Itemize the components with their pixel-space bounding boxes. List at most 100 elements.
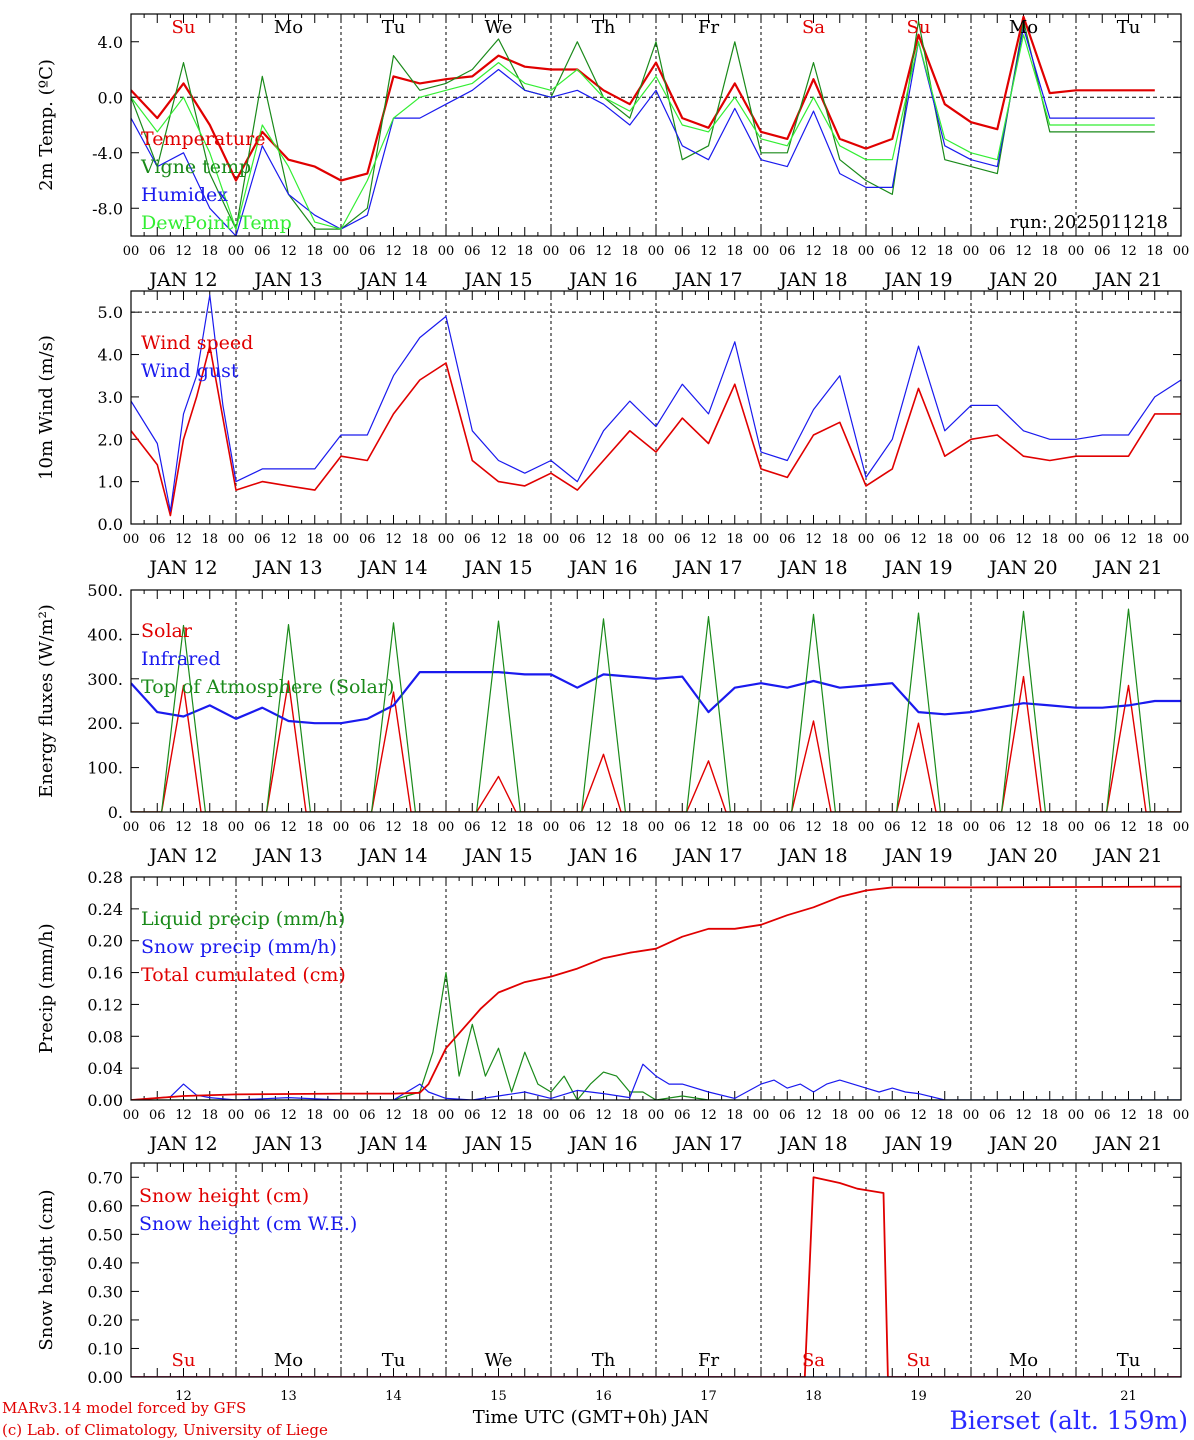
hour-label: 00 [1173,532,1190,547]
hour-label: 12 [595,1108,612,1123]
date-label: JAN 16 [567,269,637,291]
date-label: JAN 15 [462,557,532,579]
hour-label: 18 [1146,244,1163,259]
hour-label: 00 [123,820,140,835]
date-label: JAN 20 [987,845,1057,867]
hour-label: 00 [333,244,350,259]
hour-label: 12 [700,532,717,547]
date-label: JAN 20 [987,269,1057,291]
weekday-label: Mo [274,1350,303,1371]
panel-3: 500. 400. 300. 200. 100. 0. Energy fluxes (W/m… [36,581,1189,867]
series-line-snow-precip-mm-h- [131,1063,1181,1100]
hour-label: 00 [543,1108,560,1123]
hour-label: 00 [438,1108,455,1123]
hour-label: 00 [438,532,455,547]
date-label: JAN 14 [357,1133,427,1155]
weekday-label: Tu [1117,17,1141,38]
hour-label: 18 [411,532,428,547]
hour-label: 18 [201,532,218,547]
panel-4: 0.28 0.24 0.20 0.16 0.12 0.08 0.04 0.00 Precip (… [36,868,1189,1155]
hour-label: 00 [123,244,140,259]
legend-entry: Infrared [141,648,221,670]
y-tick-label: 0.10 [87,1339,123,1358]
y-tick-label: 0.16 [87,964,123,983]
panel-5: 0.70 0.60 0.50 0.40 0.30 0.20 0.10 0.00 Snow hei… [36,1162,1182,1404]
y-tick-label: 0.0 [98,88,123,107]
weekday-label: We [485,17,513,38]
date-label: JAN 14 [357,845,427,867]
legend-entry: Temperature [141,128,265,150]
series-line-solar [131,675,1181,812]
hour-label: 00 [1068,244,1085,259]
weekday-label: Th [592,17,616,38]
hour-label: 00 [753,532,770,547]
hour-label: 12 [700,820,717,835]
footer-credit: (c) Lab. of Climatology, University of L… [2,1421,328,1439]
hour-label: 12 [490,244,507,259]
y-tick-label: 5.0 [98,303,123,322]
hour-label: 12 [280,532,297,547]
hour-label: 06 [254,244,271,259]
hour-label: 06 [674,532,691,547]
date-label: JAN 17 [672,1133,742,1155]
hour-label: 18 [1041,1108,1058,1123]
weekday-label: Fr [698,17,719,38]
hour-label: 00 [963,244,980,259]
hour-label: 12 [805,820,822,835]
hour-label: 18 [201,820,218,835]
day-number: 20 [1015,1389,1032,1404]
y-tick-label: 0. [108,803,123,822]
y-axis-label: Snow height (cm) [36,1189,57,1350]
day-number: 17 [700,1389,717,1404]
legend-entry: Total cumulated (cm) [141,964,346,986]
panel-1: 4.0 0.0 -4.0 -8.0 2m Temp. (ºC) Temperature Vi… [36,13,1189,291]
hour-label: 06 [569,1108,586,1123]
y-tick-label: -8.0 [92,199,123,218]
y-tick-label: 0.40 [87,1254,123,1273]
plot-frame [130,876,1182,1101]
hour-label: 00 [1068,1108,1085,1123]
date-label: JAN 21 [1092,1133,1162,1155]
hour-label: 06 [1094,820,1111,835]
hour-label: 00 [648,244,665,259]
hour-label: 18 [621,1108,638,1123]
plot-frame [130,589,1182,813]
y-tick-label: 0.00 [87,1368,123,1387]
hour-label: 06 [884,532,901,547]
hour-label: 18 [936,1108,953,1123]
hour-label: 06 [359,244,376,259]
series-line-total-cumulated-cm- [131,885,1181,1100]
hour-label: 06 [779,244,796,259]
y-tick-label: 0.0 [98,515,123,534]
hour-label: 06 [1094,532,1111,547]
hour-label: 00 [543,532,560,547]
day-number: 12 [175,1389,192,1404]
hour-label: 12 [1015,532,1032,547]
date-label: JAN 15 [462,269,532,291]
hour-label: 00 [123,532,140,547]
hour-label: 00 [543,244,560,259]
date-label: JAN 18 [777,1133,847,1155]
y-tick-label: 300. [87,670,123,689]
hour-label: 18 [1146,820,1163,835]
legend-entry: DewPoint Temp [141,212,292,234]
hour-label: 00 [753,244,770,259]
y-tick-label: 0.20 [87,1311,123,1330]
date-label: JAN 21 [1092,269,1162,291]
hour-label: 18 [411,1108,428,1123]
date-label: JAN 20 [987,557,1057,579]
y-axis-label: Energy fluxes (W/m²) [36,604,57,798]
date-label: JAN 20 [987,1133,1057,1155]
hour-label: 12 [280,1108,297,1123]
y-tick-label: 0.20 [87,932,123,951]
y-axis-label: Precip (mm/h) [36,923,57,1053]
hour-label: 06 [254,532,271,547]
hour-label: 18 [726,244,743,259]
date-label: JAN 14 [357,269,427,291]
hour-label: 00 [753,1108,770,1123]
hour-label: 12 [595,820,612,835]
date-label: JAN 16 [567,845,637,867]
hour-label: 06 [674,1108,691,1123]
hour-label: 12 [805,1108,822,1123]
hour-label: 12 [1015,820,1032,835]
